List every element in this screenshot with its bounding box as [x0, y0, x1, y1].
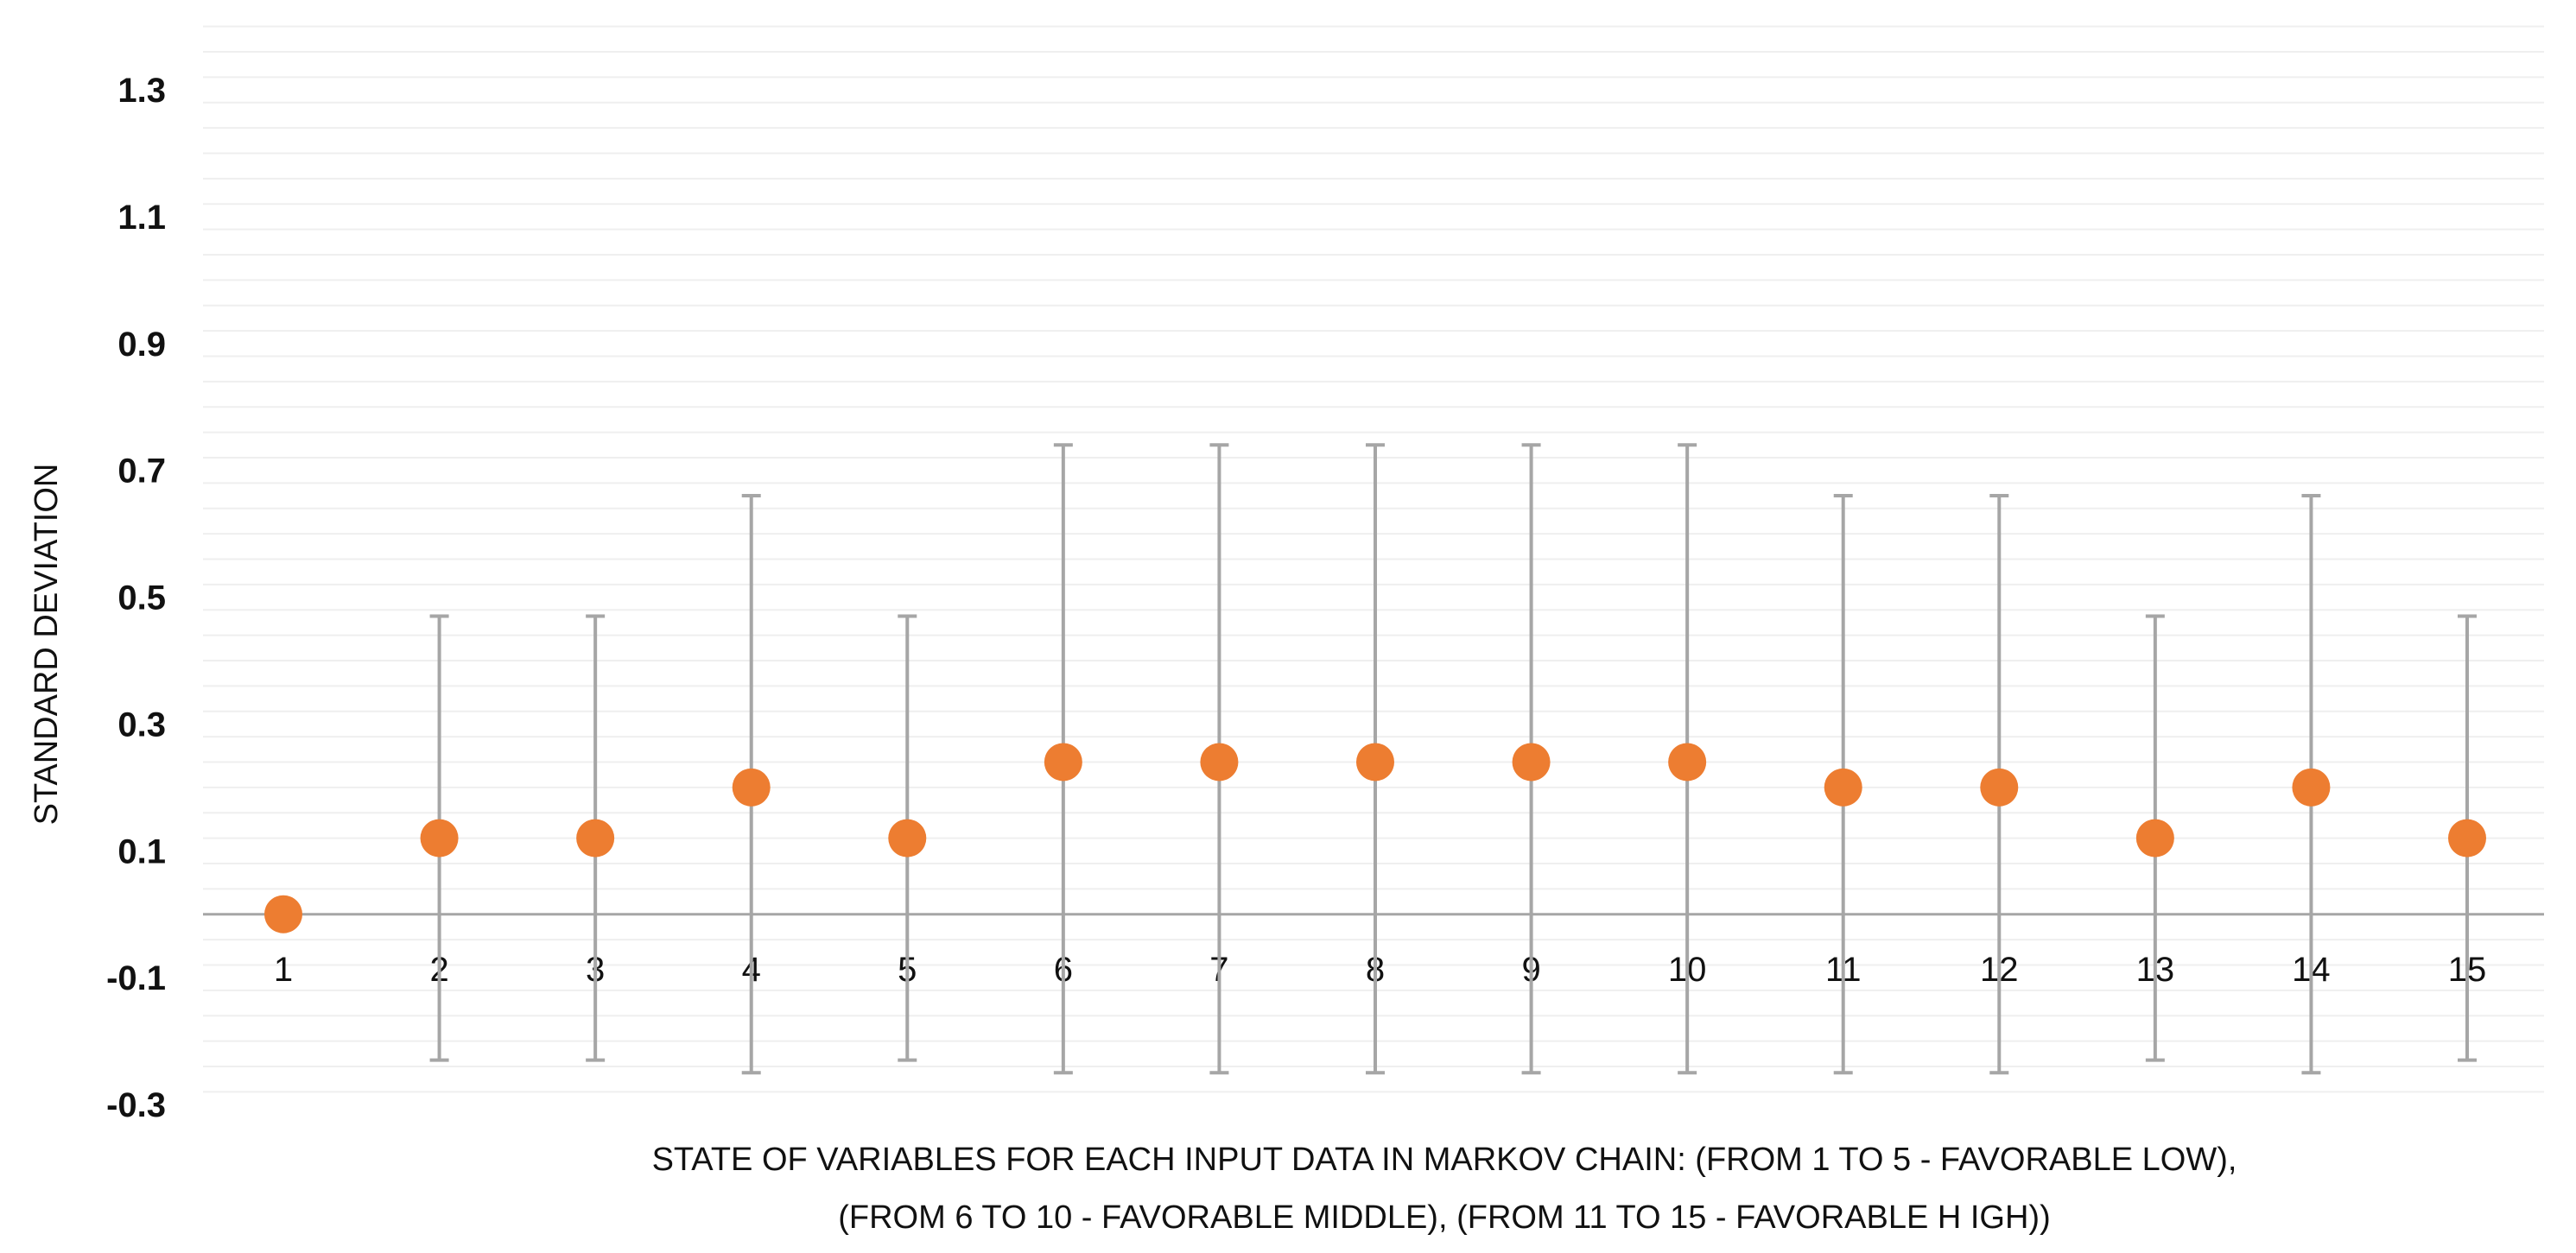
y-tick-label: 0.3 — [117, 706, 166, 744]
data-point — [2292, 768, 2331, 807]
x-axis-title-line-2: (FROM 6 TO 10 - FAVORABLE MIDDLE), (FROM… — [838, 1199, 2050, 1236]
y-tick-label: -0.1 — [106, 959, 166, 997]
y-tick-label: -0.3 — [106, 1086, 166, 1124]
y-tick-label: 0.7 — [117, 452, 166, 490]
data-point — [1824, 768, 1862, 807]
data-point — [1356, 743, 1394, 782]
y-tick-label: 0.9 — [117, 326, 166, 364]
data-point — [888, 819, 927, 857]
data-point — [2135, 819, 2174, 857]
y-tick-label: 1.1 — [117, 199, 166, 237]
data-point — [1980, 768, 2019, 807]
data-point — [732, 768, 771, 807]
y-tick-label: 0.1 — [117, 832, 166, 870]
data-point — [576, 819, 615, 857]
x-axis-title-line-1: STATE OF VARIABLES FOR EACH INPUT DATA I… — [652, 1142, 2237, 1178]
data-point — [1512, 743, 1551, 782]
data-points — [264, 743, 2486, 933]
data-point — [1200, 743, 1239, 782]
data-point — [2448, 819, 2486, 857]
y-tick-label: 1.3 — [117, 72, 166, 110]
y-axis-title: STANDARD DEVIATION — [29, 464, 65, 826]
y-tick-label: 0.5 — [117, 579, 166, 617]
data-point — [1668, 743, 1707, 782]
data-point — [420, 819, 459, 857]
y-tick-labels: 1.3 1.1 0.9 0.7 0.5 0.3 0.1 -0.1 -0.3 — [106, 72, 166, 1124]
x-tick-label: 1 — [274, 951, 293, 989]
data-point — [264, 895, 302, 933]
data-point — [1044, 743, 1082, 782]
